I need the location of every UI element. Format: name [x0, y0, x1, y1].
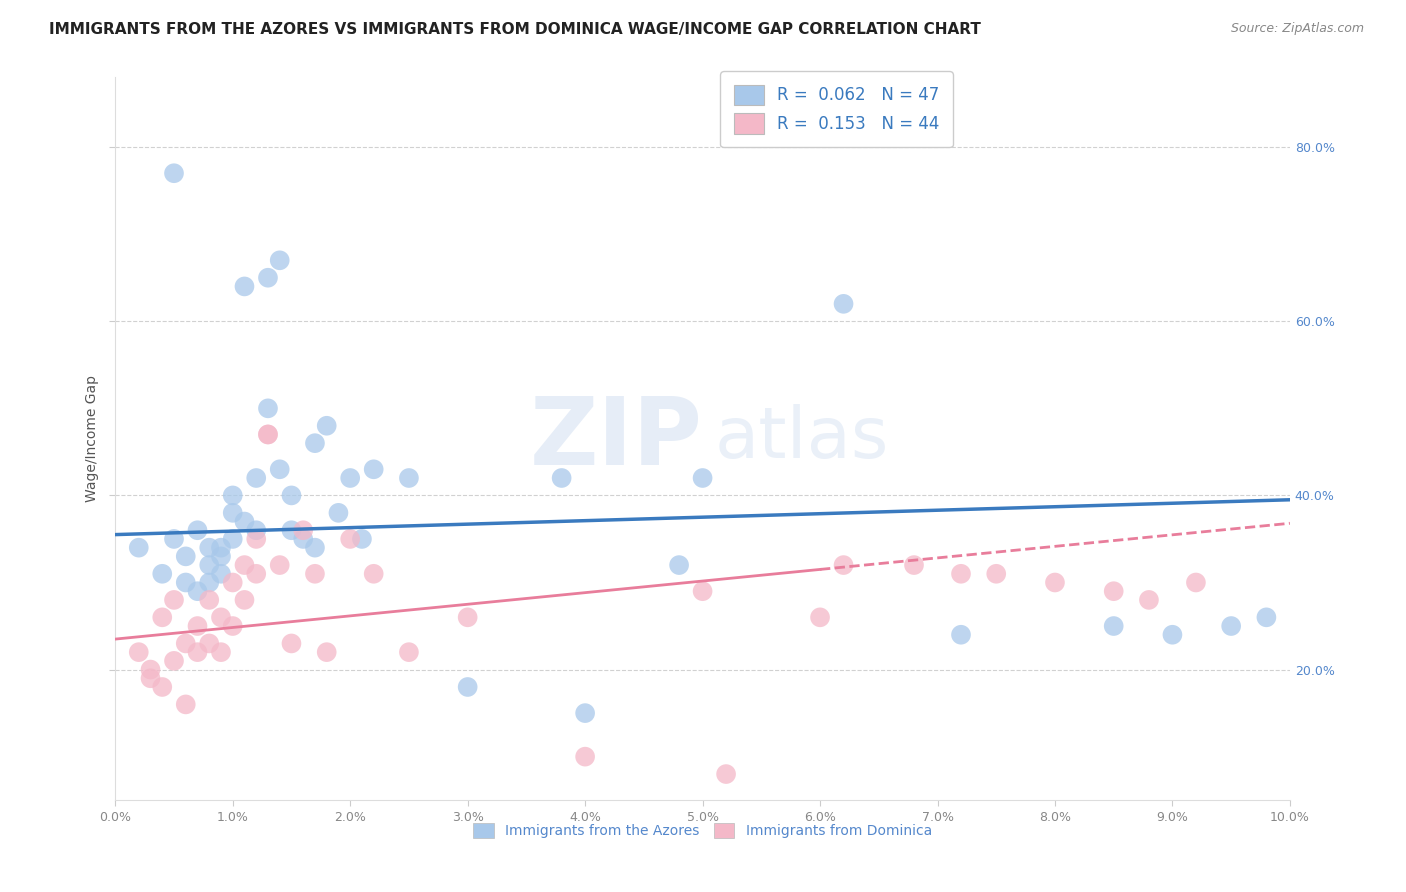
- Point: [304, 541, 326, 555]
- Point: [1220, 619, 1243, 633]
- Point: [233, 515, 256, 529]
- Point: [245, 566, 267, 581]
- Point: [304, 566, 326, 581]
- Legend: Immigrants from the Azores, Immigrants from Dominica: Immigrants from the Azores, Immigrants f…: [468, 818, 938, 844]
- Point: [150, 680, 173, 694]
- Point: [257, 270, 280, 285]
- Point: [222, 532, 245, 546]
- Point: [209, 541, 232, 555]
- Point: [186, 523, 208, 537]
- Point: [174, 698, 197, 712]
- Point: [174, 575, 197, 590]
- Point: [950, 628, 973, 642]
- Point: [574, 706, 596, 720]
- Point: [222, 506, 245, 520]
- Point: [280, 488, 302, 502]
- Point: [950, 566, 973, 581]
- Point: [209, 610, 232, 624]
- Point: [245, 471, 267, 485]
- Point: [457, 610, 479, 624]
- Point: [245, 523, 267, 537]
- Point: [692, 471, 714, 485]
- Point: [174, 549, 197, 564]
- Point: [233, 279, 256, 293]
- Point: [233, 593, 256, 607]
- Point: [328, 506, 350, 520]
- Point: [222, 488, 245, 502]
- Point: [198, 575, 221, 590]
- Point: [1185, 575, 1208, 590]
- Point: [903, 558, 925, 572]
- Point: [163, 593, 186, 607]
- Point: [1256, 610, 1278, 624]
- Point: [269, 558, 291, 572]
- Point: [209, 645, 232, 659]
- Point: [150, 610, 173, 624]
- Point: [714, 767, 737, 781]
- Point: [1043, 575, 1066, 590]
- Point: [269, 253, 291, 268]
- Point: [339, 471, 361, 485]
- Point: [292, 523, 315, 537]
- Point: [574, 749, 596, 764]
- Point: [198, 558, 221, 572]
- Point: [257, 401, 280, 416]
- Point: [457, 680, 479, 694]
- Point: [269, 462, 291, 476]
- Point: [315, 418, 337, 433]
- Point: [315, 645, 337, 659]
- Point: [280, 523, 302, 537]
- Point: [292, 532, 315, 546]
- Point: [222, 619, 245, 633]
- Point: [186, 584, 208, 599]
- Point: [986, 566, 1008, 581]
- Point: [1102, 619, 1125, 633]
- Point: [280, 636, 302, 650]
- Point: [1102, 584, 1125, 599]
- Point: [808, 610, 831, 624]
- Point: [245, 532, 267, 546]
- Text: Source: ZipAtlas.com: Source: ZipAtlas.com: [1230, 22, 1364, 36]
- Point: [1137, 593, 1160, 607]
- Point: [198, 636, 221, 650]
- Point: [139, 671, 162, 685]
- Point: [304, 436, 326, 450]
- Point: [692, 584, 714, 599]
- Point: [128, 645, 150, 659]
- Point: [174, 636, 197, 650]
- Point: [186, 645, 208, 659]
- Point: [163, 654, 186, 668]
- Point: [222, 575, 245, 590]
- Point: [163, 532, 186, 546]
- Point: [150, 566, 173, 581]
- Point: [668, 558, 690, 572]
- Point: [339, 532, 361, 546]
- Point: [198, 593, 221, 607]
- Point: [398, 645, 420, 659]
- Point: [363, 462, 385, 476]
- Point: [350, 532, 373, 546]
- Point: [363, 566, 385, 581]
- Y-axis label: Wage/Income Gap: Wage/Income Gap: [86, 376, 100, 502]
- Point: [186, 619, 208, 633]
- Point: [163, 166, 186, 180]
- Point: [128, 541, 150, 555]
- Point: [209, 566, 232, 581]
- Point: [1161, 628, 1184, 642]
- Text: ZIP: ZIP: [530, 392, 703, 485]
- Point: [257, 427, 280, 442]
- Point: [832, 297, 855, 311]
- Point: [550, 471, 572, 485]
- Text: IMMIGRANTS FROM THE AZORES VS IMMIGRANTS FROM DOMINICA WAGE/INCOME GAP CORRELATI: IMMIGRANTS FROM THE AZORES VS IMMIGRANTS…: [49, 22, 981, 37]
- Point: [209, 549, 232, 564]
- Point: [139, 663, 162, 677]
- Point: [398, 471, 420, 485]
- Point: [198, 541, 221, 555]
- Text: atlas: atlas: [714, 404, 889, 474]
- Point: [257, 427, 280, 442]
- Point: [233, 558, 256, 572]
- Point: [832, 558, 855, 572]
